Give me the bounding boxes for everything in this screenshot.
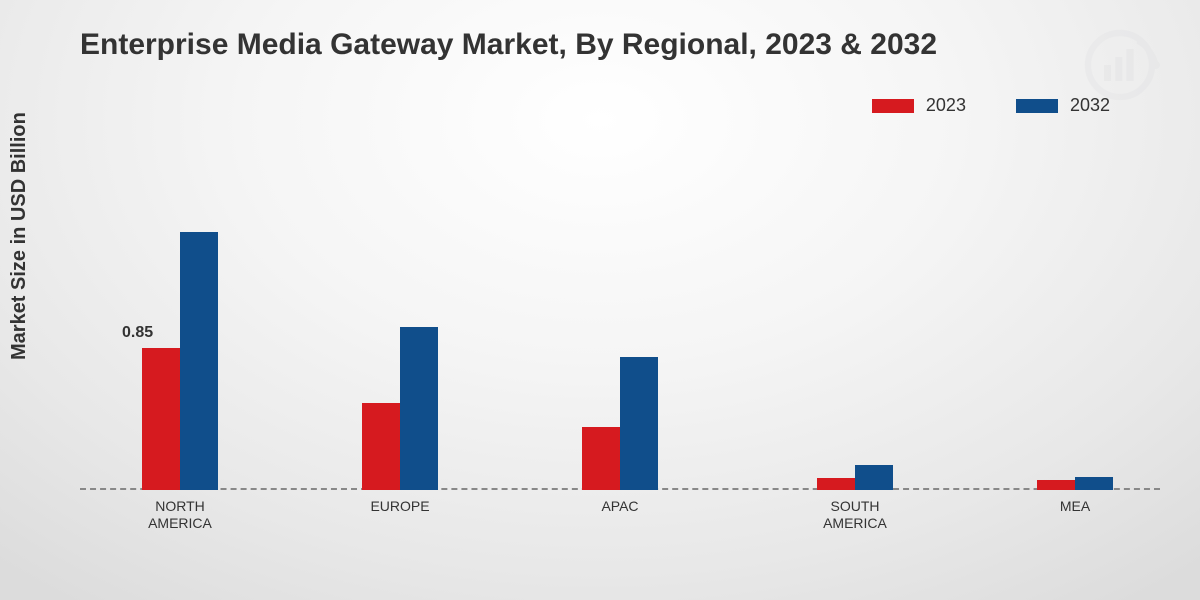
- bar-group-na: 0.85: [120, 232, 240, 490]
- bar-na-2023: [142, 348, 180, 490]
- bar-group-eu: [340, 327, 460, 490]
- watermark-logo: [1080, 25, 1160, 105]
- x-label-na: NORTH AMERICA: [105, 498, 255, 532]
- x-label-na-l1: NORTH: [155, 498, 205, 514]
- bar-eu-2023: [362, 403, 400, 490]
- x-label-mea-l1: MEA: [1060, 498, 1090, 514]
- x-label-na-l2: AMERICA: [148, 515, 212, 531]
- bar-sa-2023: [817, 478, 855, 490]
- legend-swatch-2032: [1016, 99, 1058, 113]
- bar-na-2032: [180, 232, 218, 490]
- bar-group-mea: [1015, 477, 1135, 490]
- x-label-mea: MEA: [1000, 498, 1150, 515]
- bar-eu-2032: [400, 327, 438, 490]
- legend-label-2032: 2032: [1070, 95, 1110, 116]
- x-axis-labels: NORTH AMERICA EUROPE APAC SOUTH AMERICA …: [80, 490, 1160, 540]
- bar-mea-2032: [1075, 477, 1113, 490]
- bar-mea-2023: [1037, 480, 1075, 490]
- x-label-apac: APAC: [545, 498, 695, 515]
- legend-item-2023: 2023: [872, 95, 966, 116]
- x-label-eu: EUROPE: [325, 498, 475, 515]
- legend-item-2032: 2032: [1016, 95, 1110, 116]
- bar-group-sa: [795, 465, 915, 490]
- x-label-eu-l1: EUROPE: [370, 498, 429, 514]
- y-axis-label: Market Size in USD Billion: [8, 112, 31, 360]
- x-label-sa: SOUTH AMERICA: [780, 498, 930, 532]
- bar-group-apac: [560, 357, 680, 490]
- plot-area: 0.85: [80, 190, 1160, 490]
- x-label-apac-l1: APAC: [601, 498, 638, 514]
- x-label-sa-l2: AMERICA: [823, 515, 887, 531]
- x-label-sa-l1: SOUTH: [831, 498, 880, 514]
- legend: 2023 2032: [872, 95, 1110, 116]
- bar-apac-2023: [582, 427, 620, 490]
- legend-swatch-2023: [872, 99, 914, 113]
- bar-value-label-na-2023: 0.85: [122, 324, 153, 342]
- chart-title: Enterprise Media Gateway Market, By Regi…: [80, 28, 937, 62]
- bar-apac-2032: [620, 357, 658, 490]
- legend-label-2023: 2023: [926, 95, 966, 116]
- bar-sa-2032: [855, 465, 893, 490]
